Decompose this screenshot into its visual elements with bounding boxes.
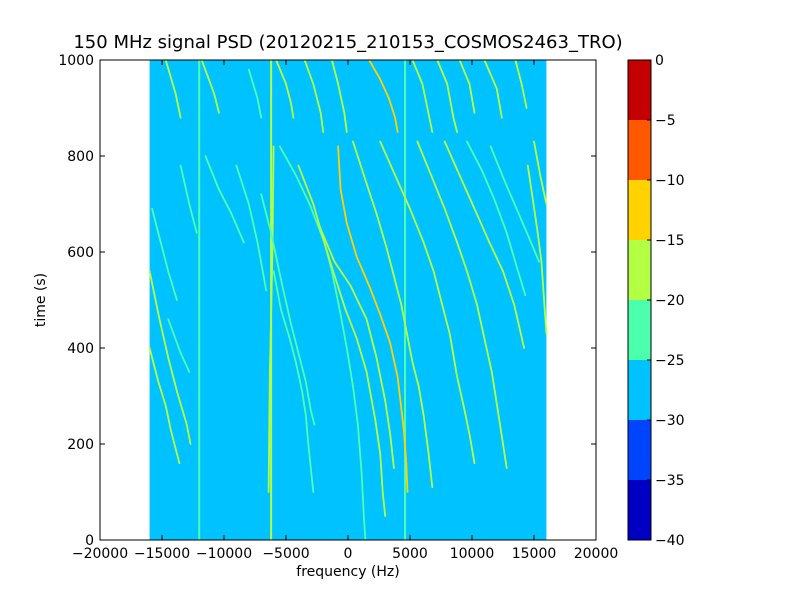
signal-track-2	[267, 145, 275, 493]
x-tick-label: −10000	[196, 546, 252, 562]
axis-ticks: −20000 −15000 −10000 −5000 0 5000 10000 15000 20…	[58, 53, 618, 562]
chart-title: 150 MHz signal PSD (20120215_210153_COSM…	[73, 32, 622, 53]
colorbar-band-0	[628, 480, 651, 540]
x-tick-label: −5000	[262, 546, 309, 562]
psd-background	[149, 60, 547, 540]
signal-track-17	[317, 222, 395, 469]
plot-area	[99, 59, 597, 541]
signal-track-12	[483, 59, 503, 119]
colorbar-band-5	[628, 180, 651, 240]
x-tick-label: 0	[344, 546, 353, 562]
colorbar-tick-label: 0	[655, 53, 664, 69]
signal-track-24	[148, 270, 192, 445]
signal-track-4	[330, 59, 348, 133]
x-tick-label: 10000	[450, 546, 495, 562]
colorbar-band-3	[628, 300, 651, 360]
colorbar-tick-label: −30	[655, 413, 685, 429]
signal-track-3	[303, 59, 325, 133]
signal-track-7	[247, 68, 263, 119]
signal-track-32	[526, 164, 548, 335]
signal-track-13	[514, 59, 528, 109]
x-tick-label: 15000	[512, 546, 557, 562]
signal-track-9	[411, 59, 434, 133]
x-tick-label: −15000	[134, 546, 190, 562]
signal-track-26	[167, 318, 191, 373]
colorbar-band-2	[628, 360, 651, 420]
signal-track-8	[275, 59, 295, 119]
signal-track-33	[489, 145, 540, 263]
y-tick-label: 200	[67, 437, 94, 453]
y-tick-label: 0	[85, 533, 94, 549]
signal-track-28	[379, 140, 476, 465]
signal-track-27	[352, 140, 434, 489]
colorbar-tick-label: −5	[655, 113, 676, 129]
signal-track-20	[235, 164, 268, 292]
y-tick-label: 1000	[58, 53, 94, 69]
signal-track-18	[260, 193, 316, 426]
colorbar-band-7	[628, 60, 651, 120]
signal-track-5	[200, 59, 220, 114]
signal-track-30	[443, 140, 525, 349]
signal-track-10	[436, 59, 459, 133]
colorbar-tick-label: −15	[655, 233, 685, 249]
signal-track-11	[458, 59, 476, 114]
colorbar: 0 −5 −10 −15 −20 −25 −30 −35 −40	[627, 53, 685, 549]
colorbar-band-1	[628, 420, 651, 480]
colorbar-tick-label: −40	[655, 533, 685, 549]
colorbar-tick-label: −20	[655, 293, 685, 309]
colorbar-band-4	[628, 240, 651, 300]
signal-track-6	[164, 59, 182, 119]
y-axis-label: time (s)	[33, 273, 49, 327]
y-tick-label: 400	[67, 341, 94, 357]
signal-track-31	[466, 140, 527, 297]
y-tick-label: 600	[67, 245, 94, 261]
x-tick-label: −20000	[72, 546, 128, 562]
colorbar-tick-label: −35	[655, 473, 685, 489]
signal-track-23	[151, 207, 178, 301]
x-tick-label: 5000	[392, 546, 428, 562]
signal-track-25	[148, 347, 181, 465]
colorbar-tick-label: −10	[655, 173, 685, 189]
signal-track-0	[368, 59, 399, 133]
signal-track-29	[416, 140, 508, 469]
y-tick-label: 800	[67, 149, 94, 165]
signal-track-22	[179, 164, 198, 234]
signal-track-1	[337, 145, 409, 493]
colorbar-tick-label: −25	[655, 353, 685, 369]
x-tick-label: 20000	[574, 546, 619, 562]
signal-track-15	[278, 145, 367, 541]
signal-track-21	[204, 155, 245, 244]
x-axis-label: frequency (Hz)	[296, 564, 399, 580]
colorbar-band-6	[628, 120, 651, 180]
signal-track-14	[533, 140, 548, 205]
signal-track-19	[272, 270, 315, 493]
